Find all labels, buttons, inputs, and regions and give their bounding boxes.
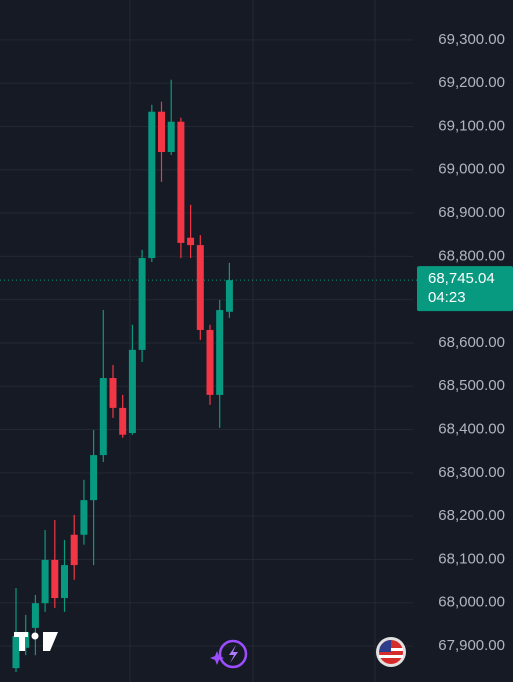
candle-body bbox=[90, 455, 98, 501]
icon-sparkle bbox=[210, 651, 224, 665]
y-tick-label: 68,500.00 bbox=[438, 377, 505, 394]
candle-body bbox=[187, 237, 195, 246]
candle-body bbox=[99, 378, 107, 456]
candle-body bbox=[177, 121, 185, 243]
candle-body bbox=[225, 280, 233, 312]
y-tick-label: 68,000.00 bbox=[438, 594, 505, 611]
y-tick-label: 68,600.00 bbox=[438, 334, 505, 351]
logo-part bbox=[43, 632, 58, 651]
logo-part bbox=[19, 632, 25, 651]
countdown-label: 04:23 bbox=[428, 289, 466, 306]
y-tick-label: 69,200.00 bbox=[438, 74, 505, 91]
candle-body bbox=[80, 500, 88, 535]
candle-body bbox=[31, 603, 39, 628]
candle-body bbox=[109, 378, 117, 408]
candle-body bbox=[167, 121, 175, 152]
last-price-box bbox=[417, 266, 513, 312]
last-price-label: 68,745.04 bbox=[428, 270, 495, 287]
candle-body bbox=[41, 559, 49, 604]
candle-body bbox=[119, 407, 127, 435]
candle-body bbox=[148, 111, 156, 259]
candle-body bbox=[12, 636, 20, 669]
candles bbox=[12, 79, 233, 673]
candle-body bbox=[206, 329, 214, 395]
assistant-icon[interactable] bbox=[210, 639, 248, 669]
y-tick-label: 69,100.00 bbox=[438, 117, 505, 134]
candle-body bbox=[70, 534, 78, 566]
y-tick-label: 68,400.00 bbox=[438, 421, 505, 438]
y-tick-label: 68,900.00 bbox=[438, 204, 505, 221]
candle-body bbox=[216, 310, 224, 395]
y-tick-label: 68,200.00 bbox=[438, 507, 505, 524]
candle-body bbox=[128, 349, 136, 434]
time-grid bbox=[129, 0, 376, 682]
candle-body bbox=[138, 258, 146, 350]
y-tick-label: 69,000.00 bbox=[438, 161, 505, 178]
y-tick-label: 69,300.00 bbox=[438, 31, 505, 48]
logo-part bbox=[31, 632, 39, 640]
candle-body bbox=[158, 111, 165, 152]
y-tick-label: 68,300.00 bbox=[438, 464, 505, 481]
candle-body bbox=[196, 245, 204, 330]
y-tick-label: 68,100.00 bbox=[438, 550, 505, 567]
axis-labels: 67,900.00 68,000.00 68,100.00 68,200.00 68,3… bbox=[417, 31, 513, 654]
candle-body bbox=[51, 559, 59, 598]
y-tick-label: 67,900.00 bbox=[438, 637, 505, 654]
flag-stripe bbox=[379, 655, 403, 658]
y-tick-label: 68,800.00 bbox=[438, 247, 505, 264]
flag-canton bbox=[379, 640, 391, 652]
region-flag[interactable] bbox=[376, 637, 406, 667]
candle-body bbox=[61, 565, 68, 598]
grid bbox=[0, 39, 417, 647]
icon-bolt bbox=[229, 645, 238, 663]
candle-body bbox=[22, 632, 30, 648]
tv-logo bbox=[14, 632, 58, 651]
icon-ring bbox=[218, 639, 248, 669]
